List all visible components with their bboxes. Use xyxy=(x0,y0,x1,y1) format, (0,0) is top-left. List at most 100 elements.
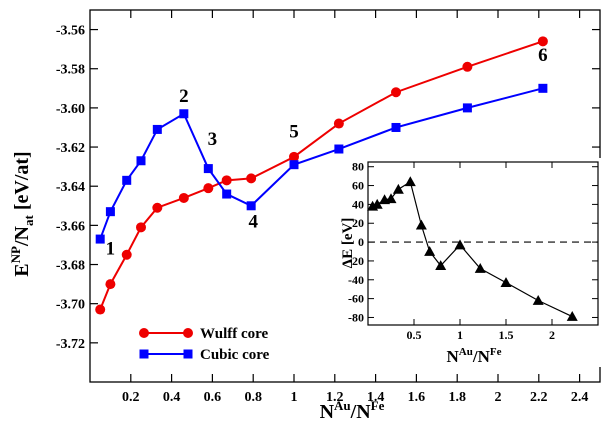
main-x-tick-label: 0.6 xyxy=(204,390,222,405)
cubic-point xyxy=(95,234,105,244)
inset-ticks: 0.5 1 1.5 2 80 60 40 20 0 -20 -40 -60 -80 xyxy=(348,160,598,342)
inset-y-axis-label: ΔE [eV] xyxy=(340,218,356,269)
inset-y-tick-label: -60 xyxy=(348,292,364,306)
wulff-point xyxy=(537,36,548,47)
inset-y-tick-label: 80 xyxy=(352,160,364,174)
inset-point xyxy=(435,260,447,271)
inset-x-tick-label: 1 xyxy=(457,328,463,342)
inset-x-axis-label: NAu/NFe xyxy=(447,346,502,366)
main-y-tick-label: -3.70 xyxy=(56,298,85,313)
cubic-point xyxy=(334,144,344,154)
point-number-label: 2 xyxy=(179,86,189,107)
inset-point xyxy=(371,198,383,209)
wulff-point xyxy=(152,202,163,213)
inset-y-tick-label: -40 xyxy=(348,273,364,287)
point-number-label: 3 xyxy=(208,129,218,150)
wulff-point xyxy=(462,61,473,72)
inset-y-tick-label: -20 xyxy=(348,254,364,268)
wulff-point xyxy=(136,222,146,233)
inset-x-tick-label: 1.5 xyxy=(499,328,514,342)
inset-point xyxy=(454,239,466,250)
inset-plot-frame xyxy=(367,161,599,326)
wulff-point xyxy=(221,175,232,186)
main-x-tick-label: 2.2 xyxy=(530,390,548,405)
inset-point xyxy=(532,295,544,305)
main-x-tick-label: 1.6 xyxy=(408,390,426,405)
legend: Wulff core Cubic core xyxy=(139,326,270,363)
main-x-tick-label: 1.8 xyxy=(448,390,466,405)
wulff-point xyxy=(121,249,132,260)
cubic-point xyxy=(203,164,213,174)
legend-label-wulff: Wulff core xyxy=(200,326,269,342)
point-number-label: 1 xyxy=(106,239,116,260)
cubic-point xyxy=(538,83,548,93)
main-y-tick-label: -3.58 xyxy=(56,63,85,78)
inset-y-tick-label: -80 xyxy=(348,310,364,324)
legend-label-cubic: Cubic core xyxy=(200,347,270,363)
legend-item-cubic: Cubic core xyxy=(139,347,270,363)
inset-background xyxy=(338,158,602,367)
wulff-point xyxy=(203,183,214,194)
main-y-tick-label: -3.64 xyxy=(56,180,85,195)
main-series xyxy=(95,36,548,315)
inset-point xyxy=(385,193,397,204)
series-line-wulff xyxy=(99,40,544,310)
main-y-tick-label: -3.56 xyxy=(56,24,85,39)
inset-y-tick-label: 40 xyxy=(352,197,364,211)
inset-point xyxy=(424,246,436,256)
cubic-point xyxy=(105,207,115,217)
wulff-point xyxy=(289,151,299,162)
main-y-tick-label: -3.72 xyxy=(56,337,85,352)
inset-series xyxy=(367,176,578,321)
main-x-tick-label: 0.2 xyxy=(122,390,140,405)
main-x-tick-label: 1 xyxy=(291,390,298,405)
wulff-point xyxy=(95,304,106,315)
main-y-axis-label: ENP/Nat [eV/at] xyxy=(8,151,36,276)
inset-point xyxy=(500,277,512,288)
inset-point xyxy=(404,176,416,187)
cubic-point xyxy=(152,124,162,134)
inset-point xyxy=(415,219,427,230)
cubic-point xyxy=(222,189,232,199)
main-y-tick-label: -3.62 xyxy=(56,141,85,156)
inset-y-tick-label: 60 xyxy=(352,179,364,193)
inset-x-tick-label: 2 xyxy=(549,328,555,342)
legend-item-wulff: Wulff core xyxy=(139,326,269,342)
main-y-tick-label: -3.68 xyxy=(56,259,85,274)
inset-y-tick-label: 0 xyxy=(358,235,364,249)
main-y-tick-label: -3.66 xyxy=(56,219,85,234)
cubic-point xyxy=(289,160,299,170)
cubic-point xyxy=(462,103,472,113)
inset-point xyxy=(392,183,404,194)
inset-point xyxy=(474,262,486,273)
main-x-tick-label: 1.2 xyxy=(326,390,344,405)
point-number-label: 4 xyxy=(248,211,258,232)
cubic-point xyxy=(179,109,189,119)
main-x-tick-label: 0.8 xyxy=(244,390,262,405)
main-x-tick-label: 0.4 xyxy=(163,390,181,405)
cubic-point xyxy=(136,156,146,166)
main-annotations: 1 2 3 4 5 6 xyxy=(106,45,548,260)
main-x-tick-label: 2 xyxy=(495,390,502,405)
main-x-axis-label: NAu/NFe xyxy=(320,398,385,423)
wulff-point xyxy=(178,192,189,203)
main-chart: 0.2 0.4 0.6 0.8 1 1.2 1.4 1.6 1.8 2 2.2 2.4 -3.72 -3.… xyxy=(8,9,601,423)
main-x-tick-label: 1.4 xyxy=(367,390,385,405)
inset-x-tick-label: 0.5 xyxy=(407,328,422,342)
cubic-point xyxy=(122,175,132,185)
cubic-point xyxy=(391,122,401,132)
point-number-label: 5 xyxy=(289,121,299,142)
inset-chart: 0.5 1 1.5 2 80 60 40 20 0 -20 -40 -60 -80 ΔE [eV] NA… xyxy=(338,158,602,367)
cubic-point xyxy=(246,201,256,211)
inset-point xyxy=(566,311,578,321)
wulff-point xyxy=(391,87,401,98)
main-x-tick-label: 2.4 xyxy=(571,390,589,405)
main-ticks: 0.2 0.4 0.6 0.8 1 1.2 1.4 1.6 1.8 2 2.2 2.4 -3.72 -3.… xyxy=(56,10,600,405)
inset-y-tick-label: 20 xyxy=(352,216,364,230)
main-y-tick-label: -3.60 xyxy=(56,102,85,117)
wulff-point xyxy=(105,279,116,290)
wulff-point xyxy=(246,173,257,184)
point-number-label: 6 xyxy=(538,45,548,66)
wulff-point xyxy=(333,118,344,129)
